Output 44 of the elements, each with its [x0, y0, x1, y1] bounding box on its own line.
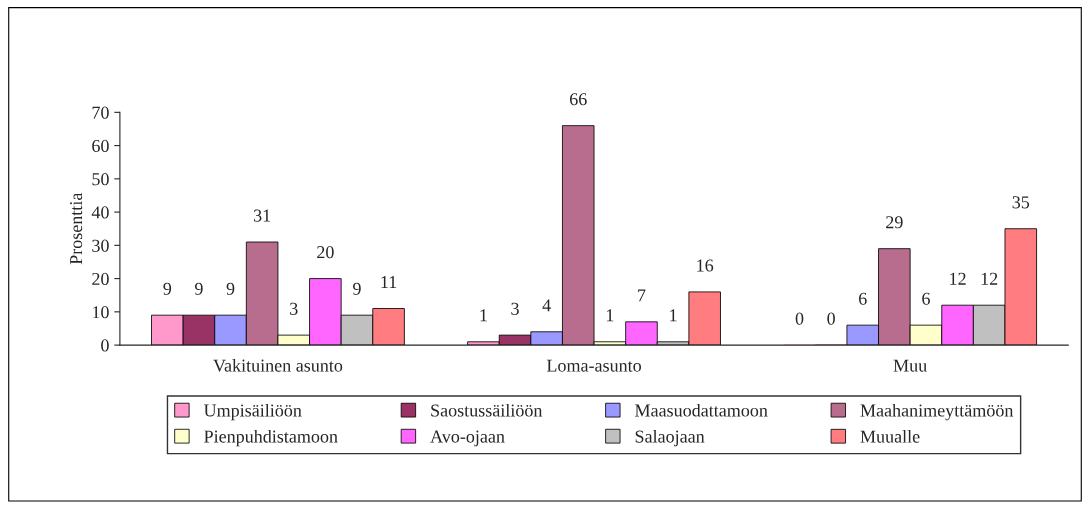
legend-label: Avo-ojaan	[430, 430, 505, 447]
legend-label: Salaojaan	[635, 429, 705, 447]
data-label: 12	[950, 272, 966, 285]
data-label: 6	[922, 292, 930, 305]
data-label: 35	[1012, 196, 1030, 209]
legend-label: Maasuodattamoon	[635, 403, 768, 417]
data-label: 11	[381, 276, 397, 288]
legend-label: Saostussäiliöön	[431, 403, 543, 417]
data-label: 16	[697, 259, 714, 272]
x-tick-label: Muu	[893, 359, 927, 372]
data-label: 4	[542, 299, 551, 312]
y-axis-title: Prosenttia	[70, 192, 83, 265]
data-label: 31	[253, 209, 271, 222]
y-tick-label: 60	[92, 139, 109, 153]
data-label: 9	[226, 282, 235, 295]
y-tick-label: 70	[92, 106, 109, 119]
data-label: 0	[827, 312, 835, 325]
data-label: 9	[163, 282, 172, 295]
data-label: 66	[569, 93, 587, 106]
data-label: 29	[886, 216, 903, 229]
data-label: 7	[638, 289, 646, 302]
x-tick-label: Vakituinen asunto	[213, 358, 343, 372]
legend-label: Umpisäiliöön	[203, 403, 302, 421]
y-tick-label: 10	[93, 306, 109, 319]
data-label: 0	[795, 312, 804, 325]
y-tick-label: 20	[92, 272, 109, 286]
data-label: 3	[290, 302, 298, 315]
x-tick-label: Loma-asunto	[546, 359, 641, 372]
y-tick-label: 40	[91, 206, 109, 219]
y-tick-label: 0	[101, 339, 109, 352]
y-tick-label: 30	[92, 239, 109, 252]
y-tick-label: 50	[92, 173, 109, 186]
data-label: 20	[317, 246, 334, 259]
legend-label: Pienpuhdistamoon	[204, 429, 338, 447]
data-label: 12	[981, 272, 998, 285]
data-label: 1	[606, 309, 614, 322]
data-label: 3	[511, 302, 519, 315]
data-label: 1	[480, 309, 487, 322]
legend-label: Muualle	[860, 429, 920, 443]
data-label: 1	[670, 309, 677, 322]
data-label: 9	[353, 282, 361, 295]
legend-label: Maahanimeyttämöön	[860, 403, 1014, 421]
data-label: 6	[859, 292, 867, 305]
data-label: 9	[194, 282, 203, 295]
